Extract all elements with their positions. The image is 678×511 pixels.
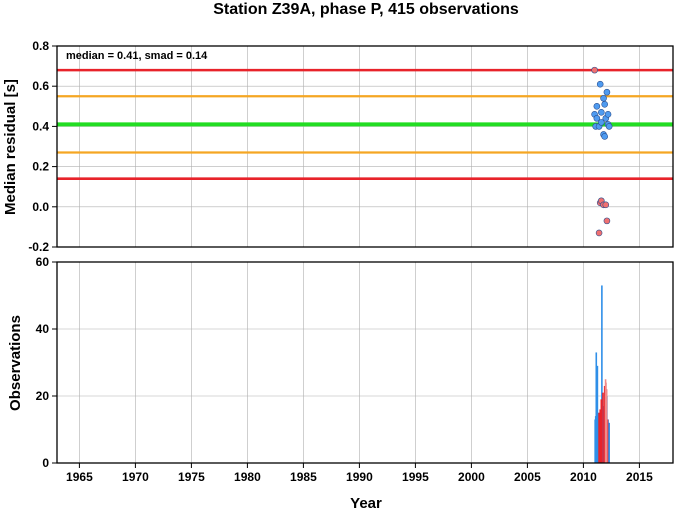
- observation-bar: [599, 409, 601, 463]
- stats-annotation: median = 0.41, smad = 0.14: [66, 50, 208, 62]
- x-tick-label: 1975: [178, 470, 205, 484]
- y-tick-label: 0.2: [32, 160, 49, 174]
- observations-y-label: Observations: [7, 315, 24, 411]
- y-tick-label: 40: [36, 322, 50, 336]
- chart-title: Station Z39A, phase P, 415 observations: [213, 1, 519, 18]
- x-tick-label: 2010: [570, 470, 597, 484]
- x-tick-label: 1990: [346, 470, 373, 484]
- observations-y-ticks: 0 20 40 60: [36, 255, 57, 470]
- residual-point: [605, 123, 613, 130]
- residual-points: [591, 66, 613, 237]
- residual-point: [604, 111, 612, 118]
- y-tick-label: 60: [36, 255, 50, 269]
- residual-panel: -0.2 0.0 0.2 0.4 0.6 0.8 median = 0.41, smad …: [2, 39, 674, 254]
- x-tick-label: 1965: [66, 470, 93, 484]
- residual-y-label: Median residual [s]: [2, 79, 19, 215]
- residual-point: [603, 88, 611, 96]
- residual-point: [596, 80, 604, 88]
- observation-bar: [600, 399, 603, 463]
- year-x-label: Year: [350, 495, 382, 511]
- observation-bar: [602, 392, 604, 463]
- observation-bar: [604, 379, 607, 463]
- residual-point: [598, 109, 605, 116]
- observation-bar: [596, 365, 599, 463]
- x-tick-label: 1970: [122, 470, 149, 484]
- y-tick-label: 0: [42, 456, 49, 470]
- residual-point: [601, 100, 608, 108]
- year-x-ticks: 1965 1970 1975 1980 1985 1990 1995 2000 2005 2010…: [66, 463, 653, 484]
- x-tick-label: 1985: [290, 470, 317, 484]
- residual-frame: [56, 45, 674, 248]
- observation-bar: [608, 422, 610, 463]
- residual-y-ticks: -0.2 0.0 0.2 0.4 0.6 0.8: [28, 39, 57, 254]
- residual-point: [602, 201, 610, 209]
- y-tick-label: -0.2: [28, 240, 49, 254]
- observation-bar: [603, 385, 606, 463]
- residual-point: [593, 115, 601, 122]
- x-tick-label: 1995: [402, 470, 429, 484]
- y-tick-label: 0.4: [32, 119, 49, 133]
- observation-bar: [605, 389, 608, 463]
- y-tick-label: 20: [36, 389, 50, 403]
- observation-bar: [601, 285, 603, 463]
- x-tick-label: 1980: [234, 470, 261, 484]
- residual-point: [598, 119, 605, 126]
- y-tick-label: 0.8: [32, 39, 49, 53]
- x-tick-label: 2015: [626, 470, 653, 484]
- x-tick-label: 2005: [514, 470, 541, 484]
- residual-point: [601, 133, 608, 140]
- y-tick-label: 0.6: [32, 79, 49, 93]
- observations-bars: [594, 285, 610, 463]
- residual-point: [600, 94, 607, 102]
- x-tick-label: 2000: [458, 470, 485, 484]
- residual-point: [591, 66, 598, 74]
- residual-point: [603, 217, 611, 225]
- residual-point: [593, 103, 601, 110]
- observations-frame: [56, 261, 674, 464]
- residual-point: [595, 229, 603, 237]
- y-tick-label: 0.0: [32, 200, 49, 214]
- observations-panel: 0 20 40 60 1965 1970 1975 1980 1985 1990 1995 2000…: [7, 255, 674, 511]
- residual-reference-lines: [57, 68, 673, 180]
- observation-bar: [598, 412, 600, 463]
